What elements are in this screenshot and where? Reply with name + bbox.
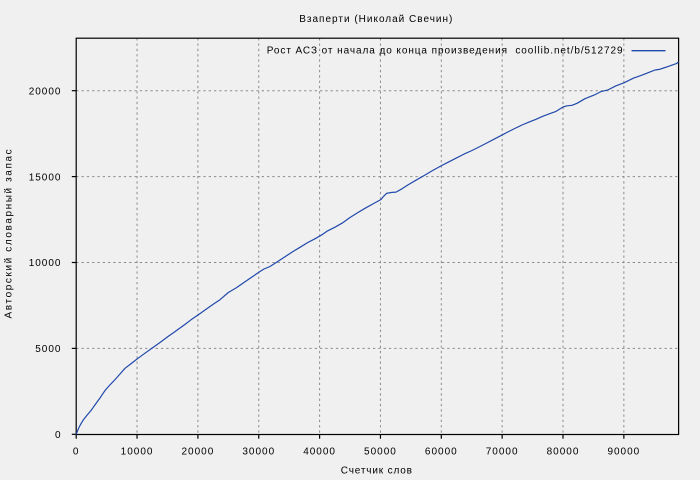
svg-text:Взаперти (Николай Свечин): Взаперти (Николай Свечин) — [299, 14, 453, 25]
svg-text:20000: 20000 — [181, 446, 214, 457]
svg-text:50000: 50000 — [364, 446, 397, 457]
svg-text:0: 0 — [73, 446, 80, 457]
svg-text:80000: 80000 — [547, 446, 580, 457]
svg-text:90000: 90000 — [607, 446, 640, 457]
svg-text:10000: 10000 — [121, 446, 154, 457]
svg-text:0: 0 — [55, 430, 62, 441]
svg-text:30000: 30000 — [242, 446, 275, 457]
svg-text:Авторский словарный запас: Авторский словарный запас — [3, 148, 14, 319]
svg-text:Рост АСЗ от начала до конца пр: Рост АСЗ от начала до конца произведения… — [267, 45, 624, 56]
svg-text:10000: 10000 — [29, 258, 62, 269]
svg-text:5000: 5000 — [35, 344, 61, 355]
svg-text:15000: 15000 — [29, 172, 62, 183]
svg-text:Счетчик слов: Счетчик слов — [341, 466, 413, 477]
svg-text:20000: 20000 — [29, 86, 62, 97]
svg-text:60000: 60000 — [425, 446, 458, 457]
svg-text:70000: 70000 — [486, 446, 519, 457]
svg-text:40000: 40000 — [303, 446, 336, 457]
